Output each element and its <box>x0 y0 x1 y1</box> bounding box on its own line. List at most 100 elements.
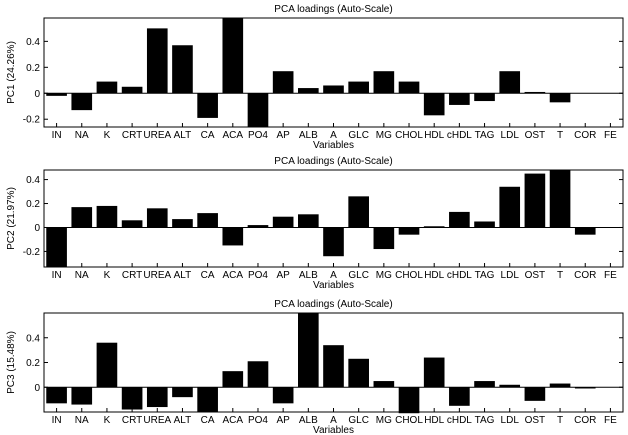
bar-crt <box>121 86 143 94</box>
x-tick-label: COR <box>574 270 596 281</box>
bar-hdl <box>423 226 445 228</box>
bar-t <box>549 93 571 103</box>
x-tick-label: ALT <box>174 270 192 281</box>
x-axis-label: Variables <box>313 140 354 151</box>
pc3-chart: PCA loadings (Auto-Scale) 0 0.2 0.4 IN NA K CRT… <box>6 299 624 435</box>
x-tick-label: AP <box>276 270 290 281</box>
x-tick-label: A <box>330 270 337 281</box>
x-tick-label: LDL <box>501 415 520 426</box>
x-tick-label: FE <box>604 270 617 281</box>
x-tick-label: UREA <box>143 415 171 426</box>
bar-cor <box>574 387 596 389</box>
chart-title: PCA loadings (Auto-Scale) <box>274 4 392 15</box>
x-tick-label: CRT <box>122 415 142 426</box>
bar-mg <box>373 71 395 94</box>
bar-chdl <box>449 387 470 406</box>
x-tick-label: cHDL <box>447 130 472 141</box>
bar-hdl <box>423 93 445 116</box>
x-axis-label: Variables <box>313 425 354 435</box>
chart-title: PCA loadings (Auto-Scale) <box>274 156 392 167</box>
bar-ca <box>197 213 218 228</box>
bar-alb <box>298 313 319 388</box>
y-tick-label: -0.2 <box>23 247 41 258</box>
bar-crt <box>121 220 143 228</box>
bar-alt <box>172 45 193 94</box>
bar-ost <box>524 173 546 228</box>
x-tick-label: COR <box>574 415 596 426</box>
x-tick-label: PO4 <box>248 130 268 141</box>
bar-chol <box>398 227 420 235</box>
bar-glc <box>348 81 369 94</box>
x-tick-label: CHOL <box>395 270 423 281</box>
bar-aca <box>222 227 244 246</box>
x-tick-label: MG <box>376 270 392 281</box>
bar-aca <box>222 371 244 388</box>
bar-aca <box>222 18 244 94</box>
x-tick-label: CHOL <box>395 415 423 426</box>
chart-title: PCA loadings (Auto-Scale) <box>274 299 392 310</box>
x-tick-label: PO4 <box>248 270 268 281</box>
bar-chol <box>398 387 420 414</box>
x-tick-label: CRT <box>122 270 142 281</box>
x-tick-label: FE <box>604 130 617 141</box>
pc1-chart: PCA loadings (Auto-Scale) -0.2 0 0.2 0.4 IN NA… <box>6 4 624 151</box>
bar-cor <box>574 227 596 235</box>
bar-na <box>71 387 93 405</box>
bar-ldl <box>499 384 521 388</box>
bar-k <box>96 342 118 388</box>
y-tick-label: 0.4 <box>26 175 40 186</box>
bar-ost <box>524 91 546 94</box>
bar-ost <box>524 387 546 401</box>
x-tick-label: AP <box>276 415 290 426</box>
bar-po4 <box>247 225 269 228</box>
x-tick-label: CA <box>201 415 215 426</box>
y-axis-label: PC1 (24.26%) <box>6 41 17 104</box>
bar-crt <box>121 387 143 410</box>
bar-po4 <box>247 93 269 127</box>
x-tick-label: T <box>557 415 563 426</box>
bar-ldl <box>499 186 521 228</box>
bar-chdl <box>449 211 470 228</box>
x-tick-label: NA <box>75 270 89 281</box>
y-tick-label: 0.4 <box>26 333 40 344</box>
y-tick-label: 0.4 <box>26 37 40 48</box>
x-tick-label: CA <box>201 130 215 141</box>
x-tick-label: TAG <box>475 415 495 426</box>
bar-in <box>46 227 67 267</box>
x-tick-label: HDL <box>424 415 444 426</box>
bar-glc <box>348 358 369 388</box>
bar-alb <box>298 88 319 94</box>
y-tick-label: 0 <box>34 89 40 100</box>
x-tick-label: IN <box>52 130 62 141</box>
x-tick-label: UREA <box>143 270 171 281</box>
x-tick-label: AP <box>276 130 290 141</box>
pc2-chart: PCA loadings (Auto-Scale) -0.2 0 0.2 0.4 IN NA… <box>6 156 624 291</box>
x-tick-label: TAG <box>475 130 495 141</box>
bar-t <box>549 383 571 388</box>
bar-po4 <box>247 361 269 388</box>
x-tick-label: NA <box>75 130 89 141</box>
x-tick-label: cHDL <box>447 415 472 426</box>
x-tick-label: IN <box>52 415 62 426</box>
x-tick-label: A <box>330 415 337 426</box>
bar-chdl <box>449 93 470 105</box>
bar-ap <box>272 387 294 404</box>
bar-mg <box>373 227 395 250</box>
x-tick-label: COR <box>574 130 596 141</box>
bar-alt <box>172 387 193 398</box>
bar-ap <box>272 71 294 94</box>
x-tick-label: K <box>104 130 111 141</box>
bar-urea <box>146 387 168 408</box>
y-tick-label: 0.2 <box>26 63 40 74</box>
y-axis-label: PC3 (15.48%) <box>6 331 17 394</box>
plot-frame <box>43 17 624 128</box>
x-tick-label: K <box>104 415 111 426</box>
x-tick-label: GLC <box>348 415 369 426</box>
x-tick-label: IN <box>52 270 62 281</box>
x-tick-label: HDL <box>424 270 444 281</box>
y-tick-label: 0 <box>34 383 40 394</box>
bar-alt <box>172 219 193 228</box>
bar-glc <box>348 196 369 228</box>
x-tick-label: LDL <box>501 270 520 281</box>
bar-urea <box>146 28 168 94</box>
